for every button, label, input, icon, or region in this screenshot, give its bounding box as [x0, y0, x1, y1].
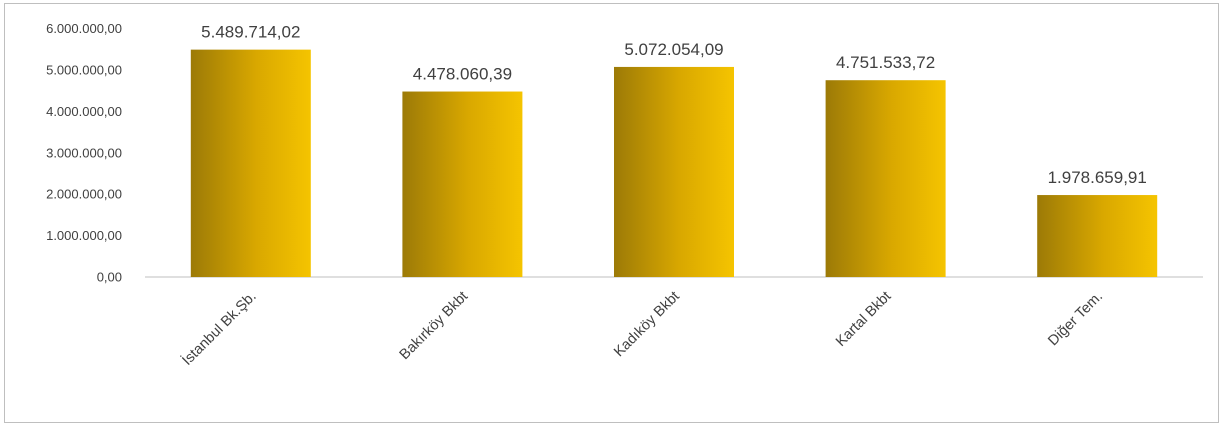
- y-tick-label: 0,00: [97, 270, 122, 285]
- category-label: Diğer Tem.: [1045, 289, 1106, 350]
- bar: [825, 80, 946, 278]
- category-label: Kartal Bkbt: [833, 289, 894, 350]
- bar: [402, 91, 523, 278]
- data-label: 1.978.659,91: [1048, 168, 1147, 187]
- y-axis-tick-labels: 0,00 1.000.000,00 2.000.000,00 3.000.000,00…: [46, 21, 122, 285]
- category-label: Kadıköy Bkbt: [611, 289, 683, 361]
- y-tick-label: 6.000.000,00: [46, 21, 122, 36]
- bar: [190, 49, 311, 278]
- bar: [1037, 195, 1158, 277]
- data-label: 5.489.714,02: [201, 23, 300, 42]
- category-label: İstanbul Bk.Şb.: [178, 287, 260, 369]
- data-label: 4.751.533,72: [836, 53, 935, 72]
- y-tick-label: 5.000.000,00: [46, 62, 122, 77]
- data-label: 5.072.054,09: [624, 40, 723, 59]
- category-labels: İstanbul Bk.Şb. Bakırköy Bkbt Kadıköy Bkbt…: [178, 287, 1106, 369]
- y-tick-label: 1.000.000,00: [46, 228, 122, 243]
- y-tick-label: 3.000.000,00: [46, 145, 122, 160]
- category-label: Bakırköy Bkbt: [397, 289, 472, 364]
- y-tick-label: 2.000.000,00: [46, 187, 122, 202]
- bar: [614, 66, 734, 277]
- data-labels: 5.489.714,02 4.478.060,39 5.072.054,09 4.75…: [201, 23, 1147, 187]
- y-tick-label: 4.000.000,00: [46, 104, 122, 119]
- data-label: 4.478.060,39: [413, 65, 512, 84]
- bars: [190, 49, 1158, 278]
